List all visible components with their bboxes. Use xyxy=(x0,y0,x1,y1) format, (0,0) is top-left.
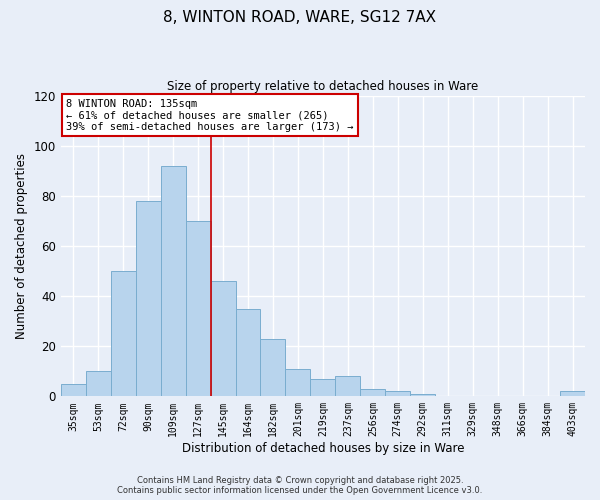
Text: 8, WINTON ROAD, WARE, SG12 7AX: 8, WINTON ROAD, WARE, SG12 7AX xyxy=(163,10,437,25)
Bar xyxy=(185,221,211,396)
Bar xyxy=(560,392,585,396)
Bar xyxy=(111,271,136,396)
Title: Size of property relative to detached houses in Ware: Size of property relative to detached ho… xyxy=(167,80,479,93)
Bar xyxy=(236,308,260,396)
Bar xyxy=(86,372,111,396)
Bar xyxy=(286,369,310,396)
Text: Contains HM Land Registry data © Crown copyright and database right 2025.
Contai: Contains HM Land Registry data © Crown c… xyxy=(118,476,482,495)
Bar xyxy=(385,392,410,396)
Bar xyxy=(260,338,286,396)
Bar xyxy=(310,379,335,396)
Bar xyxy=(361,389,385,396)
Bar xyxy=(161,166,185,396)
Bar xyxy=(410,394,435,396)
Bar xyxy=(61,384,86,396)
X-axis label: Distribution of detached houses by size in Ware: Distribution of detached houses by size … xyxy=(182,442,464,455)
Bar xyxy=(136,201,161,396)
Bar xyxy=(211,281,236,396)
Text: 8 WINTON ROAD: 135sqm
← 61% of detached houses are smaller (265)
39% of semi-det: 8 WINTON ROAD: 135sqm ← 61% of detached … xyxy=(66,98,353,132)
Bar xyxy=(335,376,361,396)
Y-axis label: Number of detached properties: Number of detached properties xyxy=(15,153,28,339)
